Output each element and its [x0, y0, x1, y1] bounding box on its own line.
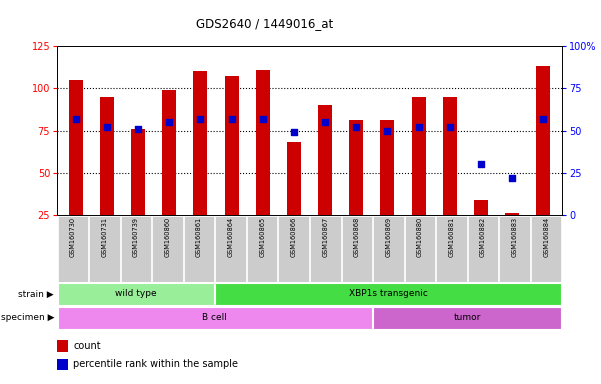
Bar [468, 216, 498, 281]
Bar [247, 216, 278, 281]
Bar [499, 216, 530, 281]
Text: GSM160883: GSM160883 [511, 217, 517, 257]
Point [507, 175, 517, 181]
Bar [505, 214, 519, 215]
Text: GSM160860: GSM160860 [165, 217, 171, 257]
Bar [287, 142, 301, 215]
Point [383, 127, 392, 134]
Bar [215, 216, 246, 281]
Point [320, 119, 330, 125]
Point [196, 116, 206, 122]
Text: strain ▶: strain ▶ [19, 290, 54, 299]
Bar [194, 71, 207, 215]
Bar [436, 216, 467, 281]
Text: GDS2640 / 1449016_at: GDS2640 / 1449016_at [196, 17, 333, 30]
Text: GSM160881: GSM160881 [448, 217, 454, 257]
Text: B cell: B cell [203, 313, 227, 322]
Bar [349, 121, 363, 215]
Bar [380, 121, 394, 215]
Text: GSM160731: GSM160731 [102, 217, 108, 257]
Text: count: count [73, 341, 101, 351]
Text: wild type: wild type [115, 289, 157, 298]
Point [476, 161, 486, 167]
Text: GSM160880: GSM160880 [417, 217, 423, 257]
Bar [58, 283, 215, 305]
Bar [373, 216, 404, 281]
Bar [69, 80, 83, 215]
Text: specimen ▶: specimen ▶ [1, 313, 54, 323]
Bar [57, 359, 68, 370]
Text: GSM160884: GSM160884 [543, 217, 549, 257]
Bar [341, 216, 372, 281]
Point [102, 124, 112, 130]
Bar [318, 105, 332, 215]
Text: GSM160867: GSM160867 [322, 217, 328, 257]
Text: GSM160869: GSM160869 [385, 217, 391, 257]
Text: GSM160739: GSM160739 [133, 217, 139, 257]
Bar [412, 97, 426, 215]
Bar [373, 307, 561, 329]
Bar [57, 340, 68, 352]
Bar [536, 66, 551, 215]
Bar [404, 216, 435, 281]
Text: GSM160865: GSM160865 [259, 217, 265, 257]
Bar [474, 200, 488, 215]
Point [133, 126, 143, 132]
Bar [58, 216, 88, 281]
Text: XBP1s transgenic: XBP1s transgenic [349, 289, 428, 298]
Bar [152, 216, 183, 281]
Bar [310, 216, 341, 281]
Point [413, 124, 423, 130]
Bar [100, 97, 114, 215]
Point [71, 116, 81, 122]
Text: percentile rank within the sample: percentile rank within the sample [73, 359, 238, 369]
Text: GSM160864: GSM160864 [228, 217, 234, 257]
Text: GSM160861: GSM160861 [196, 217, 202, 257]
Point [258, 116, 267, 122]
Bar [89, 216, 120, 281]
Point [352, 124, 361, 130]
Bar [184, 216, 215, 281]
Bar [531, 216, 561, 281]
Point [165, 119, 174, 125]
Bar [121, 216, 151, 281]
Point [538, 116, 548, 122]
Text: GSM160868: GSM160868 [354, 217, 360, 257]
Point [227, 116, 236, 122]
Bar [443, 97, 457, 215]
Text: GSM160866: GSM160866 [291, 217, 297, 257]
Bar [58, 307, 372, 329]
Bar [256, 70, 270, 215]
Bar [225, 76, 239, 215]
Bar [278, 216, 309, 281]
Text: tumor: tumor [454, 313, 481, 322]
Bar [131, 129, 145, 215]
Bar [162, 90, 176, 215]
Text: GSM160730: GSM160730 [70, 217, 76, 257]
Point [289, 129, 299, 135]
Text: GSM160882: GSM160882 [480, 217, 486, 257]
Bar [215, 283, 561, 305]
Point [445, 124, 454, 130]
